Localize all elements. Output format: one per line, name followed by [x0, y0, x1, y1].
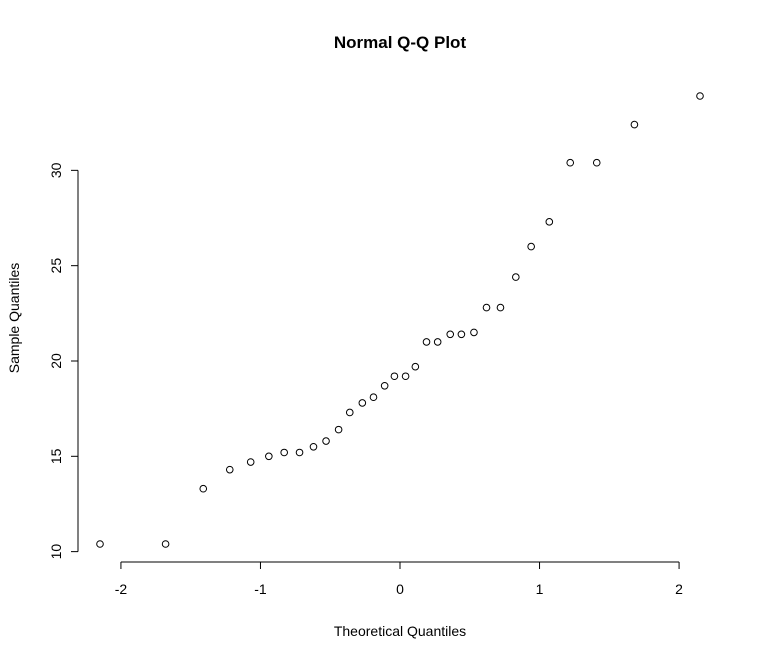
chart-title: Normal Q-Q Plot — [334, 33, 467, 52]
data-point — [566, 158, 575, 167]
data-point — [380, 381, 389, 390]
data-point — [334, 425, 343, 434]
data-point — [199, 484, 208, 493]
y-tick-label: 30 — [48, 162, 64, 178]
y-tick-label: 25 — [48, 258, 64, 274]
data-point — [433, 338, 442, 346]
data-point — [225, 465, 234, 474]
x-tick-label: -2 — [115, 581, 128, 597]
data-point — [390, 372, 399, 381]
data-point — [592, 158, 601, 167]
data-point — [358, 399, 367, 407]
data-point — [422, 338, 431, 346]
data-point — [482, 303, 491, 312]
data-point — [369, 393, 378, 402]
data-point — [696, 92, 704, 100]
data-point — [345, 408, 354, 417]
data-point — [446, 330, 455, 339]
data-point — [401, 372, 410, 381]
y-axis-label: Sample Quantiles — [6, 263, 22, 374]
data-point — [96, 540, 104, 548]
x-axis: -2 -1 0 1 2 — [115, 561, 683, 597]
data-point — [246, 458, 255, 466]
data-point — [265, 452, 273, 461]
data-point — [496, 303, 505, 312]
data-point — [322, 437, 330, 445]
data-point — [295, 448, 304, 457]
data-point — [411, 362, 420, 371]
x-tick-label: -1 — [254, 581, 267, 597]
data-point — [527, 242, 535, 251]
y-tick-label: 15 — [48, 448, 64, 464]
data-point — [470, 328, 478, 337]
data-point — [457, 330, 466, 339]
x-tick-label: 0 — [396, 581, 404, 597]
x-tick-label: 2 — [675, 581, 683, 597]
y-tick-label: 10 — [48, 544, 64, 560]
data-point — [280, 448, 288, 457]
data-point — [309, 442, 318, 451]
x-tick-label: 1 — [536, 581, 544, 597]
data-point — [545, 218, 554, 226]
data-point — [161, 540, 170, 548]
y-axis: 10 15 20 25 30 — [48, 162, 79, 560]
x-axis-label: Theoretical Quantiles — [334, 623, 466, 639]
data-point — [630, 120, 639, 129]
data-points — [96, 92, 704, 548]
y-tick-label: 20 — [48, 353, 64, 369]
data-point — [512, 273, 520, 281]
